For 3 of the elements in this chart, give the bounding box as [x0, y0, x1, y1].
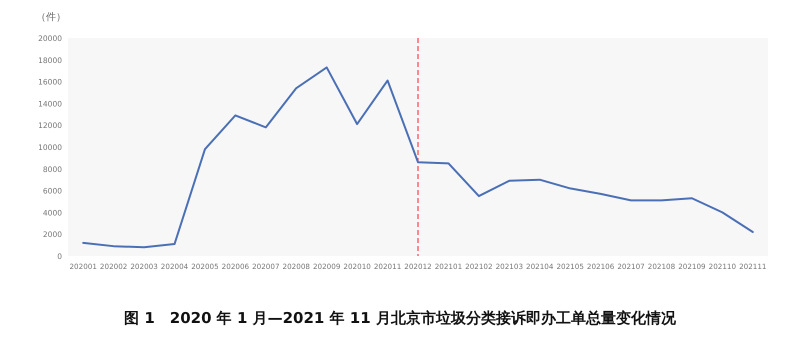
y-axis-title: （件） — [36, 12, 66, 23]
text: 图 1 2020 年 1 月—2021 年 11 月北京市垃圾分类接诉即办工单总量变化情况 — [124, 309, 677, 327]
line-series — [82, 66, 754, 248]
